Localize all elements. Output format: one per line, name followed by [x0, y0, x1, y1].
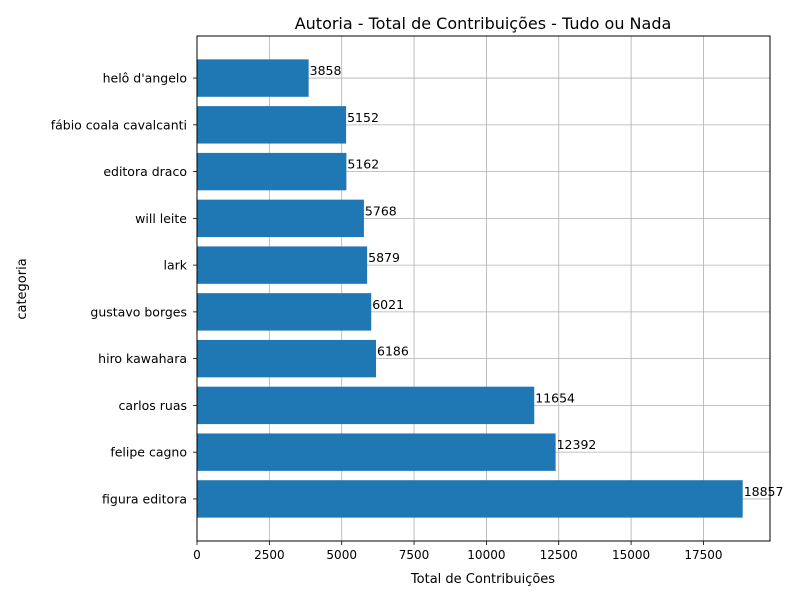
bar — [197, 339, 377, 378]
y-tick-label: figura editora — [102, 491, 187, 506]
plot-frame — [196, 35, 771, 542]
x-tick-label: 15000 — [612, 548, 650, 562]
bar-value-label: 5768 — [365, 203, 397, 218]
bar-value-label: 5162 — [347, 157, 379, 172]
x-tick-label: 7500 — [399, 548, 430, 562]
bar-value-label: 5879 — [368, 250, 400, 265]
bar — [197, 386, 535, 425]
y-tick-label: lark — [163, 258, 187, 273]
x-tick-label: 0 — [193, 548, 201, 562]
x-tick-label: 12500 — [540, 548, 578, 562]
bar-value-label: 11654 — [535, 390, 575, 405]
bar-value-label: 5152 — [347, 110, 379, 125]
bar — [197, 59, 309, 97]
y-tick-label: will leite — [135, 211, 187, 226]
y-tick-label: felipe cagno — [110, 445, 187, 460]
bar — [197, 246, 368, 284]
bar-value-label: 12392 — [557, 437, 597, 452]
x-axis-label: Total de Contribuições — [410, 572, 555, 587]
value-labels: 18857 12392 11654 6186 6021 5879 5768 5162 5152 3… — [310, 63, 784, 499]
x-tick-label: 10000 — [467, 548, 505, 562]
y-tick-label: editora draco — [103, 164, 187, 179]
y-tick-label: helô d'angelo — [103, 71, 187, 86]
bar-value-label: 18857 — [744, 484, 784, 499]
x-tick-label: 5000 — [326, 548, 357, 562]
bar — [197, 293, 372, 331]
y-axis-label: categoria — [15, 258, 30, 319]
bar-value-label: 6186 — [377, 344, 409, 359]
y-tick-label: gustavo borges — [90, 304, 187, 319]
x-tick-label: 2500 — [254, 548, 285, 562]
x-axis-ticks: 0 2500 5000 7500 10000 12500 15000 17500 — [193, 541, 723, 562]
bar — [197, 433, 556, 471]
bars — [197, 59, 743, 518]
y-axis-ticks: figura editora felipe cagno carlos ruas hir… — [51, 71, 197, 506]
x-tick-label: 17500 — [684, 548, 722, 562]
y-tick-label: hiro kawahara — [98, 351, 187, 366]
bar — [197, 480, 743, 518]
bar — [197, 152, 347, 191]
y-tick-label: fábio coala cavalcanti — [51, 117, 187, 132]
chart-title: Autoria - Total de Contribuições - Tudo … — [295, 14, 672, 33]
bar — [197, 199, 364, 238]
y-tick-label: carlos ruas — [118, 398, 187, 413]
bar-value-label: 3858 — [310, 63, 342, 78]
bar — [197, 106, 347, 144]
bar-value-label: 6021 — [372, 297, 404, 312]
